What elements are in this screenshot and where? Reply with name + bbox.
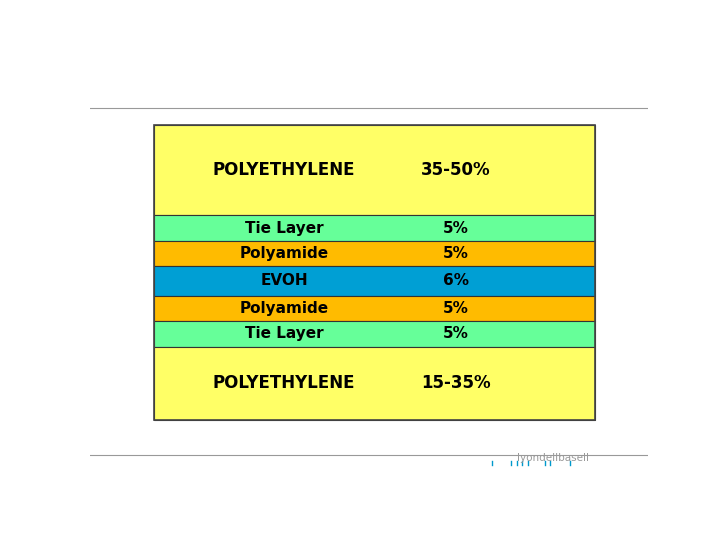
Text: 6%: 6% <box>443 273 469 288</box>
Text: POLYETHYLENE: POLYETHYLENE <box>213 161 356 179</box>
Text: 5%: 5% <box>444 220 469 235</box>
Bar <box>154 241 595 266</box>
Text: POLYETHYLENE: POLYETHYLENE <box>213 374 356 393</box>
Bar <box>154 125 595 420</box>
Bar <box>154 125 595 215</box>
Text: 5%: 5% <box>444 301 469 316</box>
Bar <box>154 347 595 420</box>
Bar <box>154 266 595 296</box>
Bar <box>154 321 595 347</box>
Text: Polyamide: Polyamide <box>240 246 329 261</box>
Bar <box>154 215 595 241</box>
Text: EVOH: EVOH <box>261 273 308 288</box>
Text: 35-50%: 35-50% <box>421 161 491 179</box>
Text: Tie Layer: Tie Layer <box>245 326 323 341</box>
Text: 5%: 5% <box>444 246 469 261</box>
Text: Polyamide: Polyamide <box>240 301 329 316</box>
Bar <box>154 296 595 321</box>
Text: Tie Layer: Tie Layer <box>245 220 323 235</box>
Text: lyondellbasell: lyondellbasell <box>518 453 590 463</box>
Text: 15-35%: 15-35% <box>421 374 491 393</box>
Text: 5%: 5% <box>444 326 469 341</box>
